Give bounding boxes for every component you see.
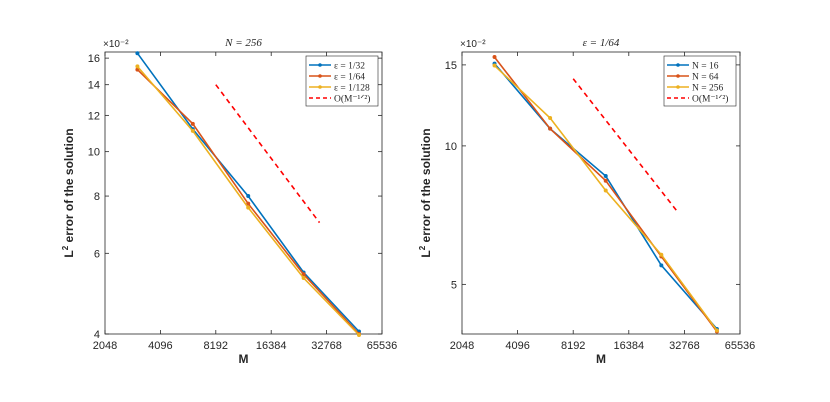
legend-marker <box>318 74 322 78</box>
legend-label: ε = 1/64 <box>334 73 365 83</box>
chart-title: ε = 1/64 <box>583 37 620 49</box>
y-exponent-label: ×10⁻² <box>103 39 129 50</box>
data-point <box>135 64 140 69</box>
x-tick-label: 8192 <box>204 340 228 352</box>
legend-marker <box>318 85 322 89</box>
x-tick-label: 65536 <box>725 340 756 352</box>
data-point <box>548 126 553 131</box>
y-axis-label-rest: error of the solution <box>419 128 433 245</box>
legend-label: ε = 1/128 <box>334 84 370 94</box>
y-tick-label: 8 <box>94 191 100 203</box>
legend-label: O(M⁻¹ᐟ²) <box>692 94 728 105</box>
chart-1: 2048 4096 8192 16384 32768 65536 5 10 15×10⁻² ε =… <box>418 37 755 366</box>
legend-label: N = 16 <box>692 62 719 72</box>
x-tick-label: 4096 <box>505 340 529 352</box>
legend-label: N = 64 <box>692 73 719 83</box>
y-tick-label: 10 <box>88 147 100 159</box>
x-tick-label: 2048 <box>93 340 117 352</box>
y-tick-label: 15 <box>445 60 457 72</box>
data-point <box>190 121 195 126</box>
y-tick-label: 4 <box>94 329 100 341</box>
data-point <box>603 178 608 183</box>
y-tick-label: 12 <box>88 110 100 122</box>
legend-marker <box>676 74 680 78</box>
y-exponent-label: ×10⁻² <box>460 39 486 50</box>
data-point <box>603 174 608 179</box>
legend-label: N = 256 <box>692 84 723 94</box>
x-tick-label: 32768 <box>669 340 700 352</box>
y-tick-label: 16 <box>88 53 100 65</box>
data-point <box>603 188 608 193</box>
x-tick-label: 8192 <box>561 340 585 352</box>
legend-label: O(M⁻¹ᐟ²) <box>334 94 370 105</box>
x-tick-label: 4096 <box>148 340 172 352</box>
x-tick-label: 2048 <box>450 340 474 352</box>
data-point <box>301 272 306 277</box>
y-axis-label-main: L <box>419 250 433 257</box>
data-point <box>357 332 362 337</box>
legend-label: ε = 1/32 <box>334 62 365 72</box>
x-axis-label: M <box>596 352 606 366</box>
data-point <box>492 63 497 68</box>
y-axis-label: L2 error of the solution <box>61 128 76 257</box>
y-tick-label: 14 <box>88 80 100 92</box>
data-point <box>492 55 497 60</box>
y-axis-label-sup: 2 <box>418 245 427 250</box>
data-point <box>301 275 306 280</box>
y-tick-label: 6 <box>94 248 100 260</box>
y-tick-label: 5 <box>451 279 457 291</box>
data-point <box>714 328 719 333</box>
legend-marker <box>318 63 322 67</box>
y-tick-label: 10 <box>445 141 457 153</box>
x-axis-label: M <box>239 352 249 366</box>
y-axis-label-sup: 2 <box>61 245 70 250</box>
data-point <box>659 263 664 268</box>
legend-marker <box>676 85 680 89</box>
data-point <box>246 194 251 199</box>
data-point <box>135 51 140 56</box>
reference-line <box>215 84 321 224</box>
chart-title: N = 256 <box>224 37 262 49</box>
data-point <box>246 205 251 210</box>
legend-marker <box>676 63 680 67</box>
x-tick-label: 32768 <box>311 340 342 352</box>
x-tick-label: 16384 <box>614 340 645 352</box>
y-axis-label-rest: error of the solution <box>62 128 76 245</box>
reference-line <box>572 78 678 212</box>
data-point <box>659 252 664 257</box>
data-point <box>190 128 195 133</box>
y-axis-label: L2 error of the solution <box>418 128 433 257</box>
chart-0: 2048 4096 8192 16384 32768 65536 4 6 8 10 12 14 16×1… <box>61 37 397 366</box>
x-tick-label: 16384 <box>256 340 287 352</box>
data-point <box>246 201 251 206</box>
y-axis-label-main: L <box>62 250 76 257</box>
data-point <box>548 115 553 120</box>
x-tick-label: 65536 <box>367 340 398 352</box>
